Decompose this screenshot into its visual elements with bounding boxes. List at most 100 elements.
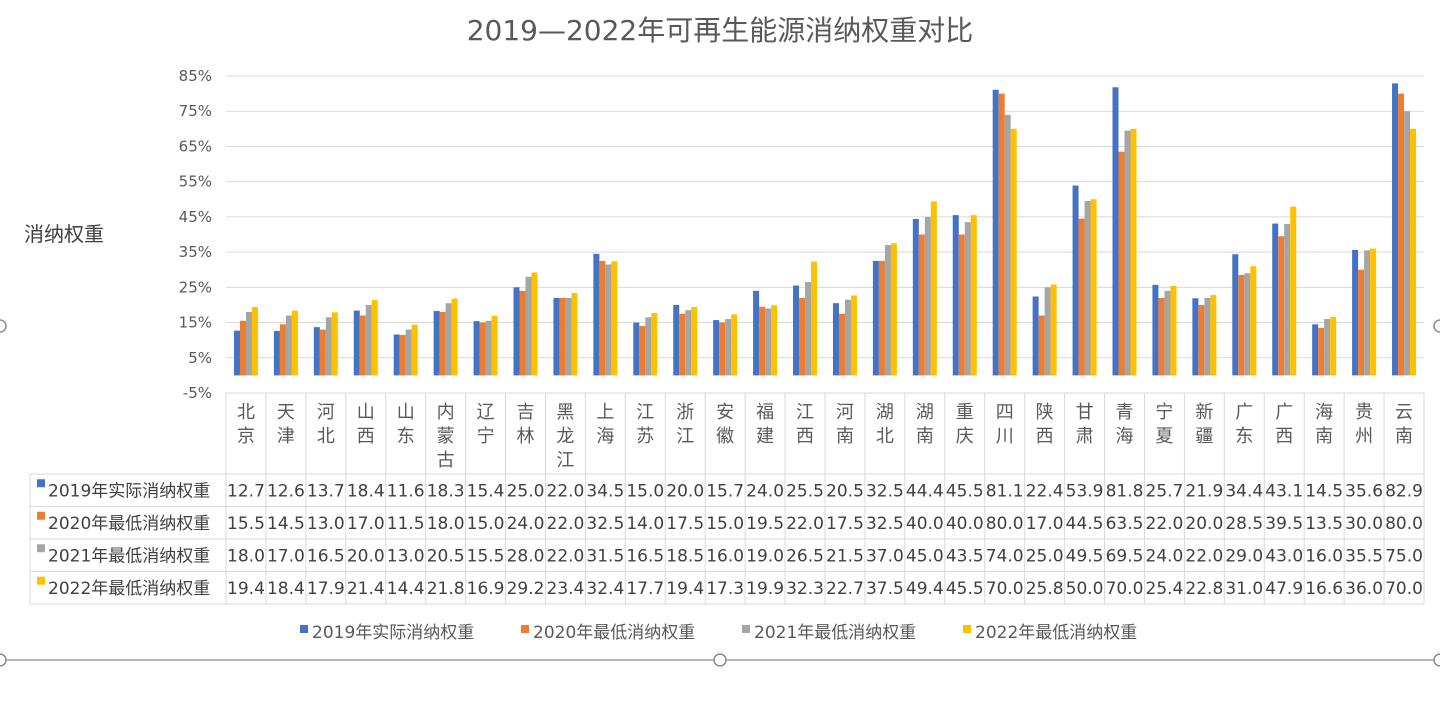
table-cell: 18.4: [267, 579, 305, 599]
table-cell: 23.4: [547, 579, 585, 599]
table-cell: 34.5: [586, 481, 624, 501]
bar: [1010, 128, 1017, 376]
legend-key-icon: [37, 544, 45, 553]
resize-handle-icon: [1433, 653, 1440, 667]
table-cell: 16.6: [1305, 579, 1343, 599]
bar: [918, 234, 925, 376]
bar: [1318, 327, 1325, 376]
bar: [1112, 87, 1119, 376]
bar: [1364, 250, 1371, 376]
bar: [884, 245, 891, 376]
bar: [844, 299, 851, 376]
table-cell: 21.8: [427, 579, 465, 599]
table-cell: 16.0: [1305, 546, 1343, 566]
table-cell: 12.6: [267, 481, 305, 501]
bar: [645, 317, 652, 376]
bar: [371, 300, 378, 376]
legend-key-icon: [37, 576, 45, 585]
bar: [251, 307, 258, 376]
table-cell: 17.5: [666, 514, 704, 534]
bar: [1284, 223, 1291, 376]
table-cell: 11.6: [387, 481, 425, 501]
category-label: 黑龙江: [556, 402, 574, 471]
bar: [731, 314, 738, 376]
bar: [1410, 128, 1417, 376]
table-cell: 19.4: [227, 579, 265, 599]
category-label: 重庆: [956, 402, 974, 447]
bar: [691, 307, 698, 376]
table-cell: 22.0: [547, 514, 585, 534]
bar: [319, 329, 326, 376]
table-cell: 49.5: [1066, 546, 1104, 566]
table-cell: 22.0: [1185, 546, 1223, 566]
category-label: 福建: [756, 402, 774, 447]
bar: [1272, 223, 1279, 376]
bar: [605, 264, 612, 376]
category-label: 辽宁: [477, 402, 495, 447]
bar: [912, 219, 919, 376]
category-label: 北京: [237, 402, 255, 447]
table-cell: 13.0: [387, 546, 425, 566]
table-cell: 40.0: [906, 514, 944, 534]
table-cell: 18.0: [427, 514, 465, 534]
table-cell: 29.2: [507, 579, 545, 599]
table-cell: 82.9: [1385, 481, 1423, 501]
table-cell: 18.3: [427, 481, 465, 501]
table-row-label: 2022年最低消纳权重: [48, 579, 210, 599]
table-cell: 19.9: [746, 579, 784, 599]
bar: [1398, 93, 1405, 376]
table-cell: 44.4: [906, 481, 944, 501]
bar: [1192, 298, 1199, 376]
table-cell: 29.0: [1225, 546, 1263, 566]
category-label: 吉林: [517, 402, 535, 447]
table-cell: 19.0: [746, 546, 784, 566]
bar: [1324, 319, 1331, 376]
table-cell: 17.0: [267, 546, 305, 566]
table-cell: 11.5: [387, 514, 425, 534]
bar: [279, 324, 286, 376]
resize-handle-icon: [0, 653, 7, 667]
bar: [673, 304, 680, 376]
table-cell: 45.0: [906, 546, 944, 566]
bar: [850, 295, 857, 376]
bar: [1204, 297, 1211, 376]
bar: [353, 310, 360, 376]
table-cell: 45.5: [946, 579, 984, 599]
bar: [811, 261, 818, 376]
bar: [491, 315, 498, 376]
table-cell: 37.0: [866, 546, 904, 566]
bar: [1078, 218, 1085, 376]
table-cell: 15.0: [467, 514, 505, 534]
bar: [799, 297, 806, 376]
table-cell: 18.4: [347, 481, 385, 501]
table-cell: 34.4: [1225, 481, 1263, 501]
table-cell: 36.0: [1345, 579, 1383, 599]
category-label: 新疆: [1195, 402, 1213, 447]
table-cell: 21.5: [826, 546, 864, 566]
bar: [559, 297, 566, 376]
table-cell: 21.9: [1185, 481, 1223, 501]
bar: [838, 313, 845, 376]
bar: [313, 327, 320, 376]
bar: [531, 272, 538, 376]
category-label: 河南: [836, 402, 854, 447]
table-cell: 21.4: [347, 579, 385, 599]
table-cell: 25.4: [1146, 579, 1184, 599]
bar: [519, 290, 526, 376]
table-cell: 15.0: [706, 514, 744, 534]
bar: [1038, 315, 1045, 376]
category-label: 海南: [1315, 402, 1333, 447]
table-cell: 19.5: [746, 514, 784, 534]
table-cell: 32.4: [586, 579, 624, 599]
bar: [1004, 114, 1011, 376]
table-cell: 18.0: [227, 546, 265, 566]
table-cell: 40.0: [946, 514, 984, 534]
table-row-label: 2020年最低消纳权重: [48, 514, 210, 534]
bar: [1124, 130, 1131, 376]
table-cell: 32.5: [866, 514, 904, 534]
table-cell: 22.0: [1146, 514, 1184, 534]
bar: [1152, 284, 1159, 376]
table-cell: 16.0: [706, 546, 744, 566]
category-label: 山东: [397, 402, 415, 447]
